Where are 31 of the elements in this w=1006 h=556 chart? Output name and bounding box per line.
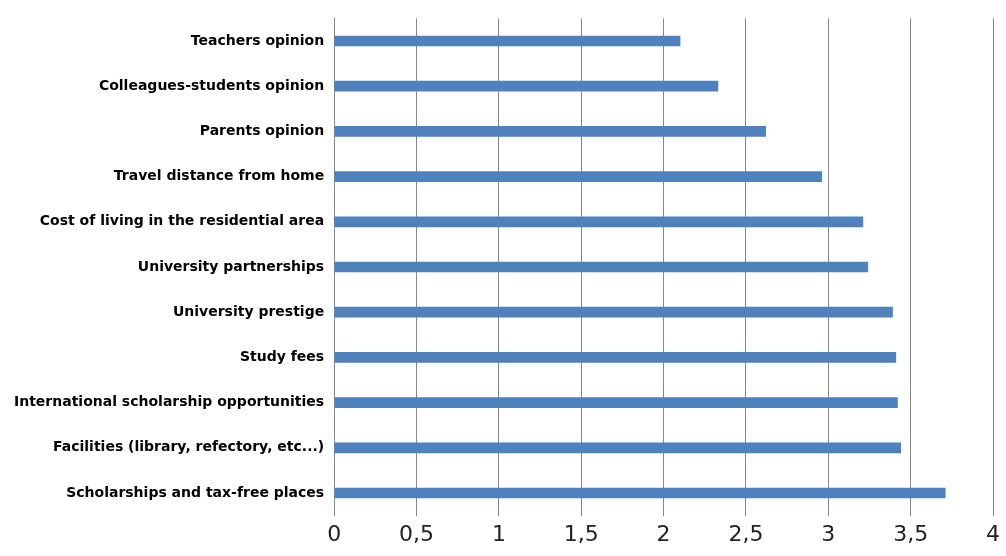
y-tick-label: Parents opinion	[199, 122, 325, 139]
x-tick-label: 4	[986, 520, 1000, 546]
x-tick-label: 2	[656, 520, 671, 546]
bar	[334, 80, 719, 92]
y-tick-label: Travel distance from home	[113, 167, 325, 184]
x-tick-label: 0,5	[399, 520, 435, 546]
bar	[334, 306, 893, 318]
x-tick-label: 3,5	[893, 520, 929, 546]
y-tick-label: University prestige	[172, 302, 325, 319]
y-tick-label: Scholarships and tax-free places	[66, 483, 325, 500]
y-tick-label: Facilities (library, refectory, etc...)	[53, 438, 325, 455]
bar	[334, 352, 897, 363]
bar	[334, 442, 902, 454]
x-tick-label: 0	[327, 520, 342, 546]
x-tick-label: 1	[491, 520, 506, 546]
bar	[334, 261, 869, 273]
y-tick-label: Cost of living in the residential area	[39, 212, 325, 229]
bar	[334, 397, 898, 408]
bar	[334, 216, 864, 228]
y-tick-label: Study fees	[239, 348, 325, 365]
x-tick-label: 3	[821, 520, 836, 546]
bar	[334, 171, 823, 182]
x-tick-label: 1,5	[563, 520, 599, 546]
bar	[334, 126, 767, 137]
x-tick-label: 2,5	[728, 520, 764, 546]
bar	[334, 487, 946, 499]
y-tick-label: Teachers opinion	[190, 31, 325, 48]
y-tick-label: International scholarship opportunities	[14, 393, 325, 410]
y-tick-label: University partnerships	[137, 257, 325, 274]
bar	[334, 35, 681, 47]
y-tick-label: Colleagues-students opinion	[98, 76, 325, 93]
